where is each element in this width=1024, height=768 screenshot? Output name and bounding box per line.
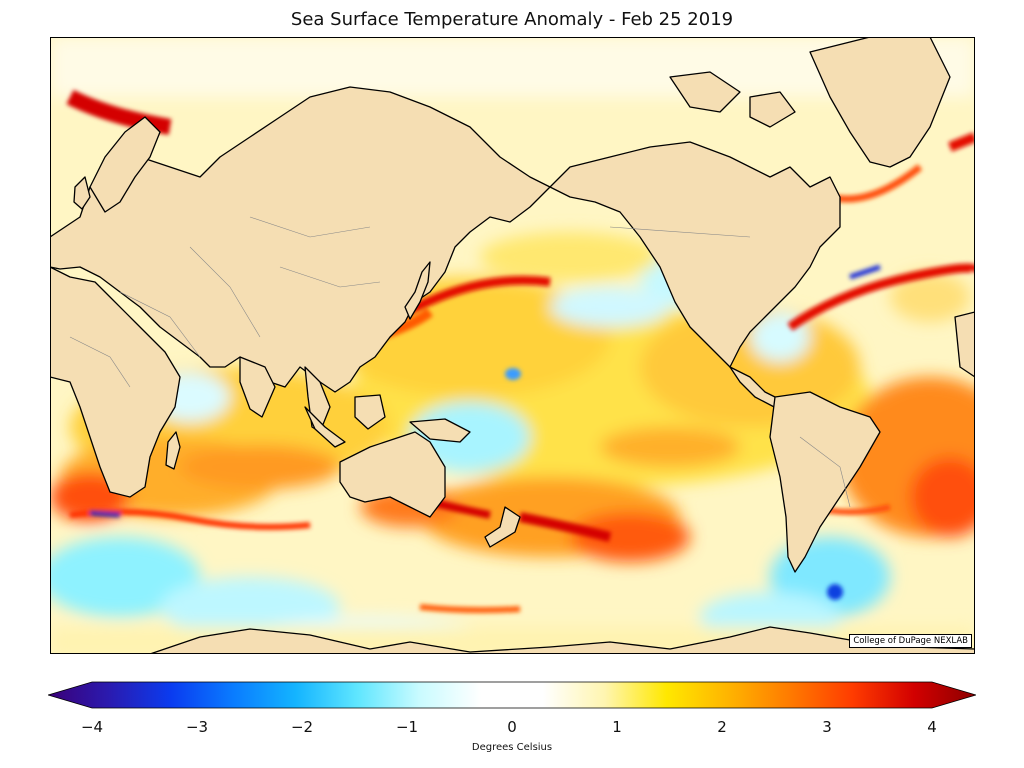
colorbar-tick: −2 <box>290 718 314 736</box>
colorbar-tick: −4 <box>80 718 104 736</box>
indonesia-borneo <box>354 394 386 430</box>
colorbar-tick: −3 <box>185 718 209 736</box>
north-america <box>549 141 841 368</box>
country-borders <box>69 216 851 508</box>
greenland <box>809 37 951 168</box>
canadian-archipelago <box>669 71 741 113</box>
colorbar-tick: 3 <box>822 718 832 736</box>
colorbar <box>48 681 976 709</box>
japan <box>404 261 431 320</box>
new-guinea <box>409 418 471 443</box>
madagascar <box>165 431 181 470</box>
sst-anomaly-map <box>50 37 975 654</box>
south-america <box>769 391 881 573</box>
british-isles <box>73 176 91 210</box>
scandinavia <box>89 116 161 213</box>
colorbar-tick: 0 <box>507 718 517 736</box>
colorbar-tick: −1 <box>395 718 419 736</box>
new-zealand <box>484 506 521 548</box>
africa-west-edge <box>954 311 975 378</box>
credit-label: College of DuPage NEXLAB <box>849 634 972 648</box>
indonesia-sumatra <box>304 406 346 448</box>
colorbar-tick: 1 <box>612 718 622 736</box>
land-masses <box>50 37 975 654</box>
colorbar-body <box>48 681 976 709</box>
africa <box>50 266 181 498</box>
india <box>239 356 276 418</box>
colorbar-tick: 4 <box>927 718 937 736</box>
chart-title: Sea Surface Temperature Anomaly - Feb 25… <box>290 9 734 30</box>
australia <box>339 431 446 518</box>
colorbar-label: Degrees Celsius <box>471 742 553 753</box>
colorbar-tick: 2 <box>717 718 727 736</box>
map-frame <box>50 37 975 654</box>
